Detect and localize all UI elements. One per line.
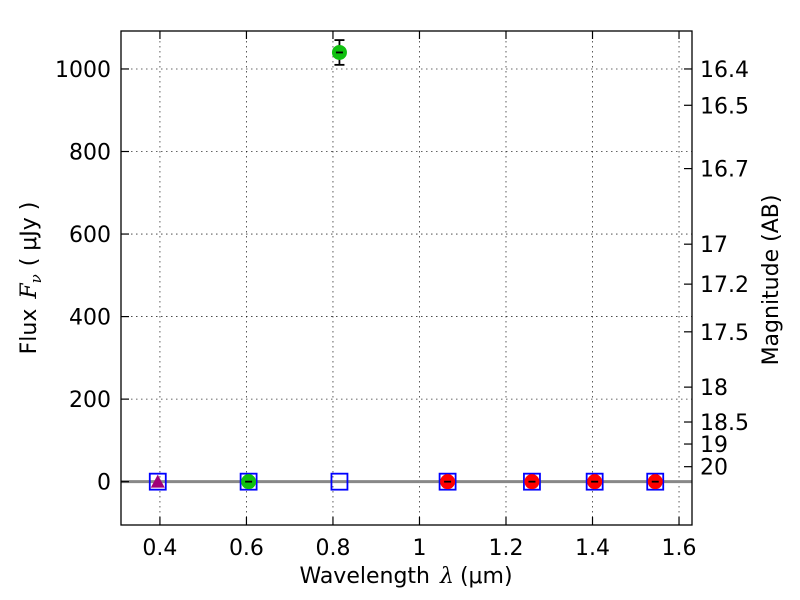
x-axis-label: Wavelength λ (μm) (299, 564, 512, 589)
y-tick-labels: 0 200 400 600 800 1000 (55, 58, 111, 496)
model-points (148, 472, 665, 491)
magnitude-tick-label: 17.5 (700, 321, 749, 346)
observed-point (150, 474, 165, 488)
magnitude-tick-label: 16.7 (700, 158, 749, 183)
model-point (523, 472, 541, 491)
magnitude-tick-label: 18 (700, 376, 728, 401)
model-point (585, 472, 604, 491)
magnitude-tick-label: 18.5 (700, 411, 749, 436)
model-point (330, 472, 349, 491)
x-tick-label: 1 (412, 536, 426, 561)
model-point (646, 472, 665, 491)
magnitude-tick-label: 17 (700, 233, 728, 258)
y-tick-label: 200 (69, 388, 111, 413)
x-tick-label: 1.4 (575, 536, 610, 561)
x-tick-label: 1.6 (662, 536, 697, 561)
y-tick-label: 600 (69, 223, 111, 248)
magnitude-tick-label: 17.2 (700, 273, 749, 298)
observed-points (150, 39, 663, 490)
magnitude-tick-label: 16.5 (700, 94, 749, 119)
magnitude-tick-label: 20 (700, 456, 728, 481)
tick-marks (121, 31, 692, 525)
y-tick-label: 400 (69, 306, 111, 331)
model-point (239, 472, 258, 491)
plot-frame (120, 30, 693, 526)
x-tick-label: 0.8 (315, 536, 350, 561)
magnitude-axis-label: Magnitude (AB) (759, 195, 784, 366)
magnitude-tick-label: 16.4 (700, 58, 749, 83)
y-tick-label: 800 (69, 141, 111, 166)
model-point (438, 472, 457, 491)
x-tick-label: 0.4 (142, 536, 177, 561)
y-tick-label: 0 (97, 471, 111, 496)
magnitude-tick-label: 19 (700, 433, 728, 458)
x-tick-labels: 0.4 0.6 0.8 1 1.2 1.4 1.6 (142, 536, 696, 561)
x-tick-label: 1.2 (488, 536, 523, 561)
grid-lines (121, 31, 692, 525)
y-axis-label: FluxFν( μJy ) (17, 202, 45, 355)
x-tick-label: 0.6 (229, 536, 264, 561)
y-tick-label: 1000 (55, 58, 111, 83)
model-point (148, 472, 167, 491)
